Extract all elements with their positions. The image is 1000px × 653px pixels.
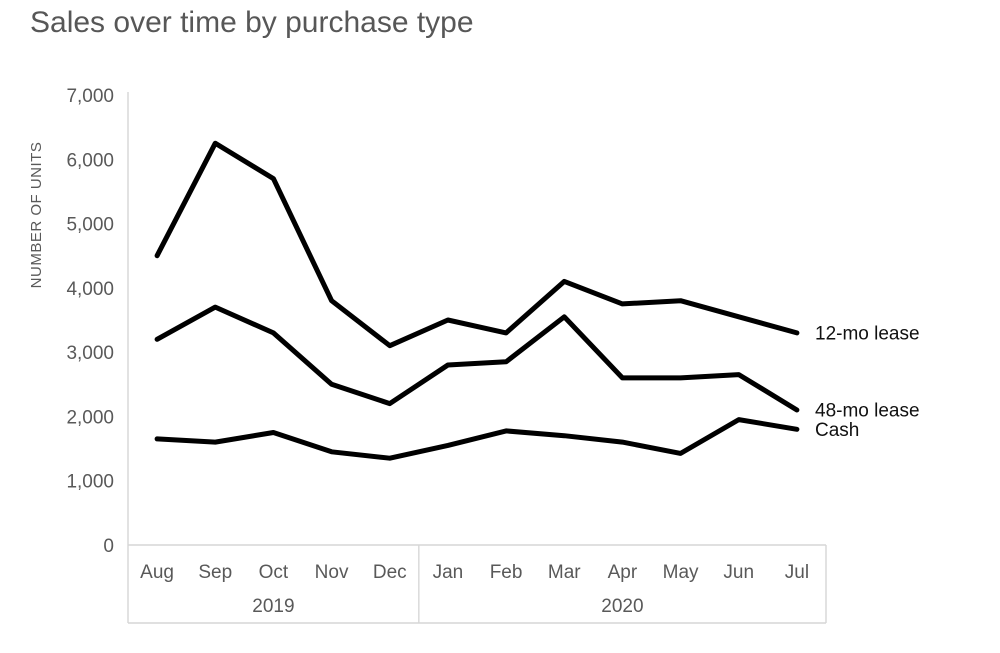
y-tick-label: 6,000	[66, 150, 114, 171]
y-tick-label: 7,000	[66, 86, 114, 107]
series-line-48-mo-lease	[154, 304, 800, 413]
month-label: Sep	[198, 562, 232, 583]
month-label: Aug	[140, 562, 174, 583]
y-tick-label: 0	[103, 536, 114, 557]
y-tick-label: 2,000	[66, 407, 114, 428]
series-line-12-mo-lease	[154, 140, 800, 349]
month-label: Feb	[490, 562, 523, 583]
series-end-label: 12-mo lease	[815, 323, 920, 344]
y-tick-label: 1,000	[66, 472, 114, 493]
month-label: Dec	[373, 562, 407, 583]
month-label: Jul	[785, 562, 809, 583]
y-axis-title: NUMBER OF UNITS	[28, 141, 45, 289]
year-label: 2020	[601, 596, 643, 617]
y-tick-label: 4,000	[66, 279, 114, 300]
y-tick-label: 3,000	[66, 343, 114, 364]
series-end-label: Cash	[815, 420, 859, 441]
month-label: Jun	[723, 562, 754, 583]
month-label: Oct	[259, 562, 289, 583]
month-label: Mar	[548, 562, 581, 583]
series-line-cash	[154, 417, 800, 461]
month-label: May	[663, 562, 699, 583]
month-label: Jan	[433, 562, 464, 583]
month-label: Apr	[608, 562, 638, 583]
y-tick-label: 5,000	[66, 215, 114, 236]
year-label: 2019	[252, 596, 294, 617]
chart-title: Sales over time by purchase type	[30, 6, 474, 39]
series-end-label: 48-mo lease	[815, 401, 920, 422]
month-label: Nov	[315, 562, 349, 583]
